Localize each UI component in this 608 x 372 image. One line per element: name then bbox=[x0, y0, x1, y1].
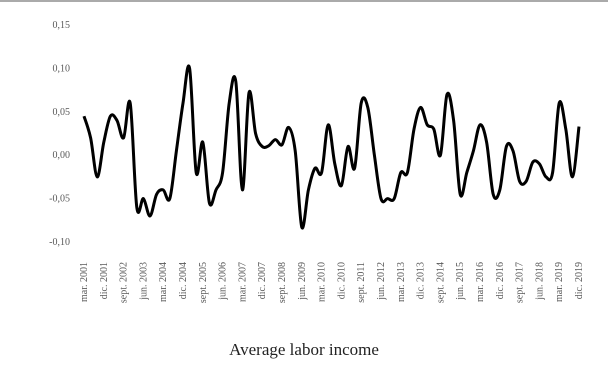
x-tick-label: mar. 2001 bbox=[79, 262, 90, 302]
x-tick-label: mar. 2019 bbox=[554, 262, 565, 302]
x-tick-label: sept. 2002 bbox=[119, 262, 130, 303]
x-tick-label: jun. 2009 bbox=[297, 262, 308, 301]
x-tick-label: jun. 2012 bbox=[376, 262, 387, 301]
x-tick-label: mar. 2004 bbox=[158, 262, 169, 302]
x-tick-label: dic. 2010 bbox=[336, 262, 347, 299]
x-tick-label: mar. 2016 bbox=[475, 262, 486, 302]
x-tick-label: jun. 2003 bbox=[138, 262, 149, 301]
x-tick-label: sept. 2017 bbox=[515, 262, 526, 303]
y-tick-label: 0,10 bbox=[53, 63, 71, 74]
y-tick-label: -0,10 bbox=[49, 237, 70, 248]
x-tick-label: jun. 2015 bbox=[455, 262, 466, 301]
x-tick-label: mar. 2010 bbox=[317, 262, 328, 302]
x-tick-label: dic. 2013 bbox=[416, 262, 427, 299]
x-tick-label: dic. 2001 bbox=[99, 262, 110, 299]
x-tick-label: jun. 2006 bbox=[218, 262, 229, 301]
y-tick-label: 0,00 bbox=[53, 150, 71, 161]
x-tick-label: mar. 2007 bbox=[237, 262, 248, 302]
y-tick-label: -0,05 bbox=[49, 194, 70, 205]
y-tick-label: 0,05 bbox=[53, 107, 71, 118]
x-tick-label: sept. 2011 bbox=[356, 262, 367, 303]
x-tick-label: sept. 2008 bbox=[277, 262, 288, 303]
x-tick-label: dic. 2007 bbox=[257, 262, 268, 299]
x-tick-label: sept. 2005 bbox=[198, 262, 209, 303]
chart-title: Average labor income bbox=[229, 340, 379, 359]
x-tick-label: sept. 2014 bbox=[435, 262, 446, 303]
x-tick-label: dic. 2016 bbox=[495, 262, 506, 299]
x-tick-label: mar. 2013 bbox=[396, 262, 407, 302]
x-tick-label: dic. 2004 bbox=[178, 262, 189, 299]
y-tick-label: 0,15 bbox=[53, 20, 71, 31]
x-tick-label: jun. 2018 bbox=[534, 262, 545, 301]
x-tick-label: dic. 2019 bbox=[574, 262, 585, 299]
data-line bbox=[82, 64, 581, 230]
